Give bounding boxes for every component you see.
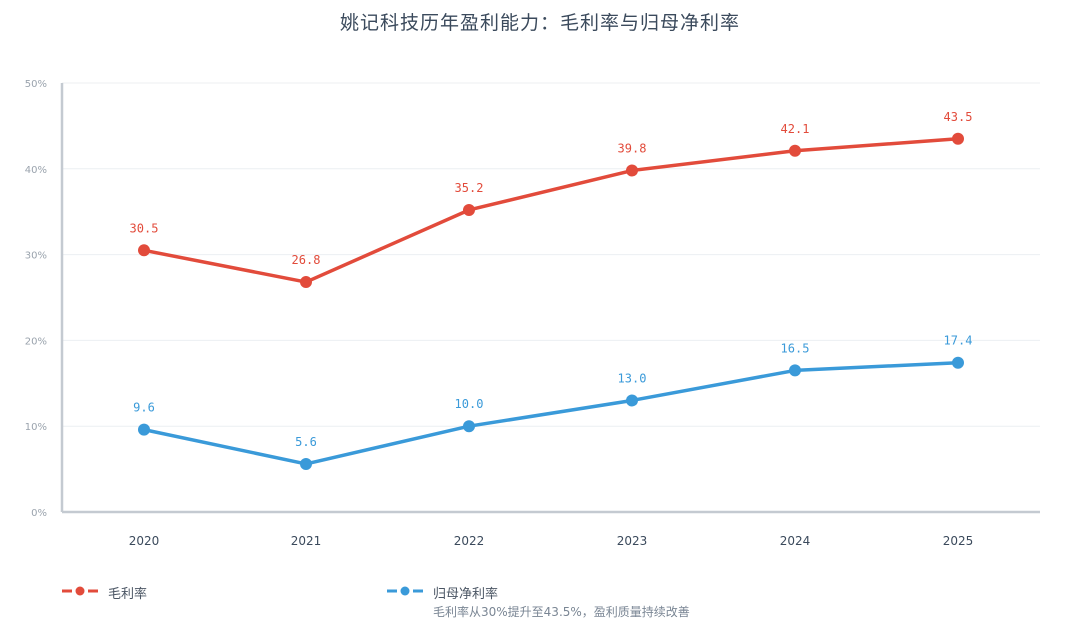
series-line-0 bbox=[142, 137, 960, 284]
x-tick-label: 2020 bbox=[129, 534, 160, 548]
data-label: 16.5 bbox=[781, 341, 810, 355]
y-tick-label: 10% bbox=[25, 422, 47, 433]
legend-swatch-net-margin bbox=[387, 586, 423, 596]
y-tick-label: 30% bbox=[25, 251, 47, 262]
data-point bbox=[626, 164, 638, 177]
x-tick-label: 2021 bbox=[291, 534, 322, 548]
y-tick-label: 40% bbox=[25, 165, 47, 176]
legend-swatch-gross-margin bbox=[62, 586, 98, 596]
data-point bbox=[138, 244, 150, 257]
data-label: 17.4 bbox=[944, 334, 973, 348]
data-point bbox=[463, 420, 475, 433]
chart-note: 毛利率从30%提升至43.5%，盈利质量持续改善 bbox=[433, 605, 690, 619]
data-label: 43.5 bbox=[944, 110, 973, 124]
data-point bbox=[138, 423, 150, 436]
data-point bbox=[300, 457, 312, 470]
data-label: 30.5 bbox=[130, 221, 159, 235]
y-tick-label: 50% bbox=[25, 79, 47, 90]
y-tick-label: 20% bbox=[25, 336, 47, 347]
data-point bbox=[463, 203, 475, 216]
data-label: 13.0 bbox=[618, 371, 647, 385]
x-tick-label: 2025 bbox=[943, 534, 974, 548]
legend-item-net-margin: 归母净利率 毛利率从30%提升至43.5%，盈利质量持续改善 bbox=[387, 583, 690, 620]
legend-label-net-margin: 归母净利率 bbox=[433, 587, 499, 602]
data-label: 10.0 bbox=[455, 397, 484, 411]
data-label: 26.8 bbox=[292, 253, 321, 267]
data-point bbox=[789, 364, 801, 377]
data-label: 42.1 bbox=[781, 122, 810, 136]
data-label: 9.6 bbox=[133, 401, 155, 415]
x-tick-label: 2023 bbox=[617, 534, 648, 548]
data-label: 39.8 bbox=[618, 142, 647, 156]
chart-title: 姚记科技历年盈利能力：毛利率与归母净利率 bbox=[339, 12, 740, 34]
data-point bbox=[952, 356, 964, 369]
data-point bbox=[300, 276, 312, 289]
data-point bbox=[952, 132, 964, 145]
y-tick-label: 0% bbox=[31, 508, 47, 519]
x-tick-label: 2022 bbox=[454, 534, 485, 548]
legend-item-gross-margin: 毛利率 bbox=[62, 583, 147, 602]
data-label: 5.6 bbox=[295, 435, 317, 449]
legend-label-gross-margin: 毛利率 bbox=[108, 587, 148, 602]
data-point bbox=[626, 394, 638, 407]
data-label: 35.2 bbox=[455, 181, 484, 195]
x-tick-label: 2024 bbox=[780, 534, 811, 548]
data-point bbox=[789, 144, 801, 157]
series-line-1 bbox=[142, 360, 960, 466]
